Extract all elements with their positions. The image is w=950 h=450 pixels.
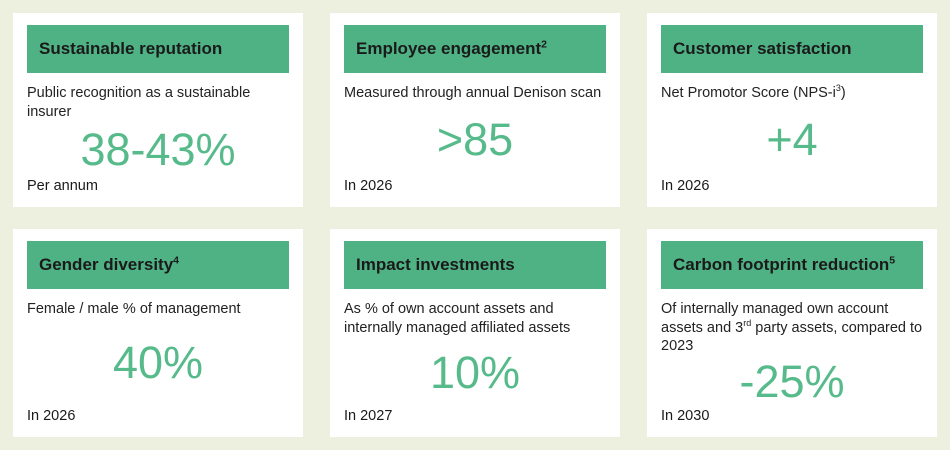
- kpi-title: Employee engagement2: [356, 38, 548, 58]
- kpi-value-area: >85: [344, 103, 606, 179]
- kpi-header-bar: Gender diversity4: [27, 241, 289, 290]
- kpi-value-area: 10%: [344, 337, 606, 408]
- kpi-description: Female / male % of management: [27, 301, 241, 318]
- kpi-timeframe: In 2026: [661, 178, 710, 195]
- kpi-title: Gender diversity4: [39, 254, 180, 275]
- kpi-target-value: 10%: [429, 346, 521, 398]
- kpi-timeframe: In 2030: [661, 408, 710, 424]
- kpi-target-value: >85: [436, 114, 514, 166]
- kpi-timeframe: In 2026: [344, 178, 393, 195]
- kpi-description: Public recognition as a sustainable insu…: [27, 85, 251, 120]
- kpi-target-value: +4: [766, 114, 818, 166]
- kpi-card-impact-investments: Impact investments As % of own account a…: [330, 229, 620, 437]
- kpi-value-area: +4: [661, 103, 923, 179]
- kpi-header-bar: Employee engagement2: [344, 25, 606, 73]
- kpi-value-area: -25%: [661, 356, 923, 408]
- kpi-card-sustainable-reputation: Sustainable reputation Public recognitio…: [13, 13, 303, 208]
- kpi-card-customer-satisfaction: Customer satisfaction Net Promotor Score…: [647, 13, 937, 208]
- kpi-header-bar: Sustainable reputation: [27, 25, 289, 73]
- kpi-title: Sustainable reputation: [39, 38, 223, 58]
- kpi-target-value: -25%: [739, 356, 845, 407]
- kpi-timeframe: In 2026: [27, 408, 76, 424]
- kpi-description: Net Promotor Score (NPS-i3): [661, 83, 846, 101]
- kpi-timeframe: Per annum: [27, 178, 98, 195]
- kpi-title: Customer satisfaction: [673, 38, 852, 58]
- kpi-value-area: 38-43%: [27, 121, 289, 178]
- kpi-value-area: 40%: [27, 319, 289, 408]
- kpi-header-bar: Carbon footprint reduction5: [661, 241, 923, 290]
- kpi-description: Measured through annual Denison scan: [344, 85, 602, 101]
- kpi-card-gender-diversity: Gender diversity4 Female / male % of man…: [13, 229, 303, 437]
- kpi-target-value: 40%: [112, 337, 204, 389]
- kpi-timeframe: In 2027: [344, 408, 393, 424]
- kpi-description: As % of own account assets and internall…: [344, 301, 571, 336]
- kpi-title: Carbon footprint reduction5: [673, 254, 896, 275]
- kpi-title: Impact investments: [356, 255, 515, 275]
- kpi-target-value: 38-43%: [80, 123, 236, 175]
- kpi-card-carbon-footprint-reduction: Carbon footprint reduction5 Of internall…: [647, 229, 937, 437]
- kpi-header-bar: Customer satisfaction: [661, 25, 923, 73]
- kpi-description: Of internally managed own account assets…: [661, 301, 923, 355]
- kpi-card-employee-engagement: Employee engagement2 Measured through an…: [330, 13, 620, 208]
- kpi-header-bar: Impact investments: [344, 241, 606, 290]
